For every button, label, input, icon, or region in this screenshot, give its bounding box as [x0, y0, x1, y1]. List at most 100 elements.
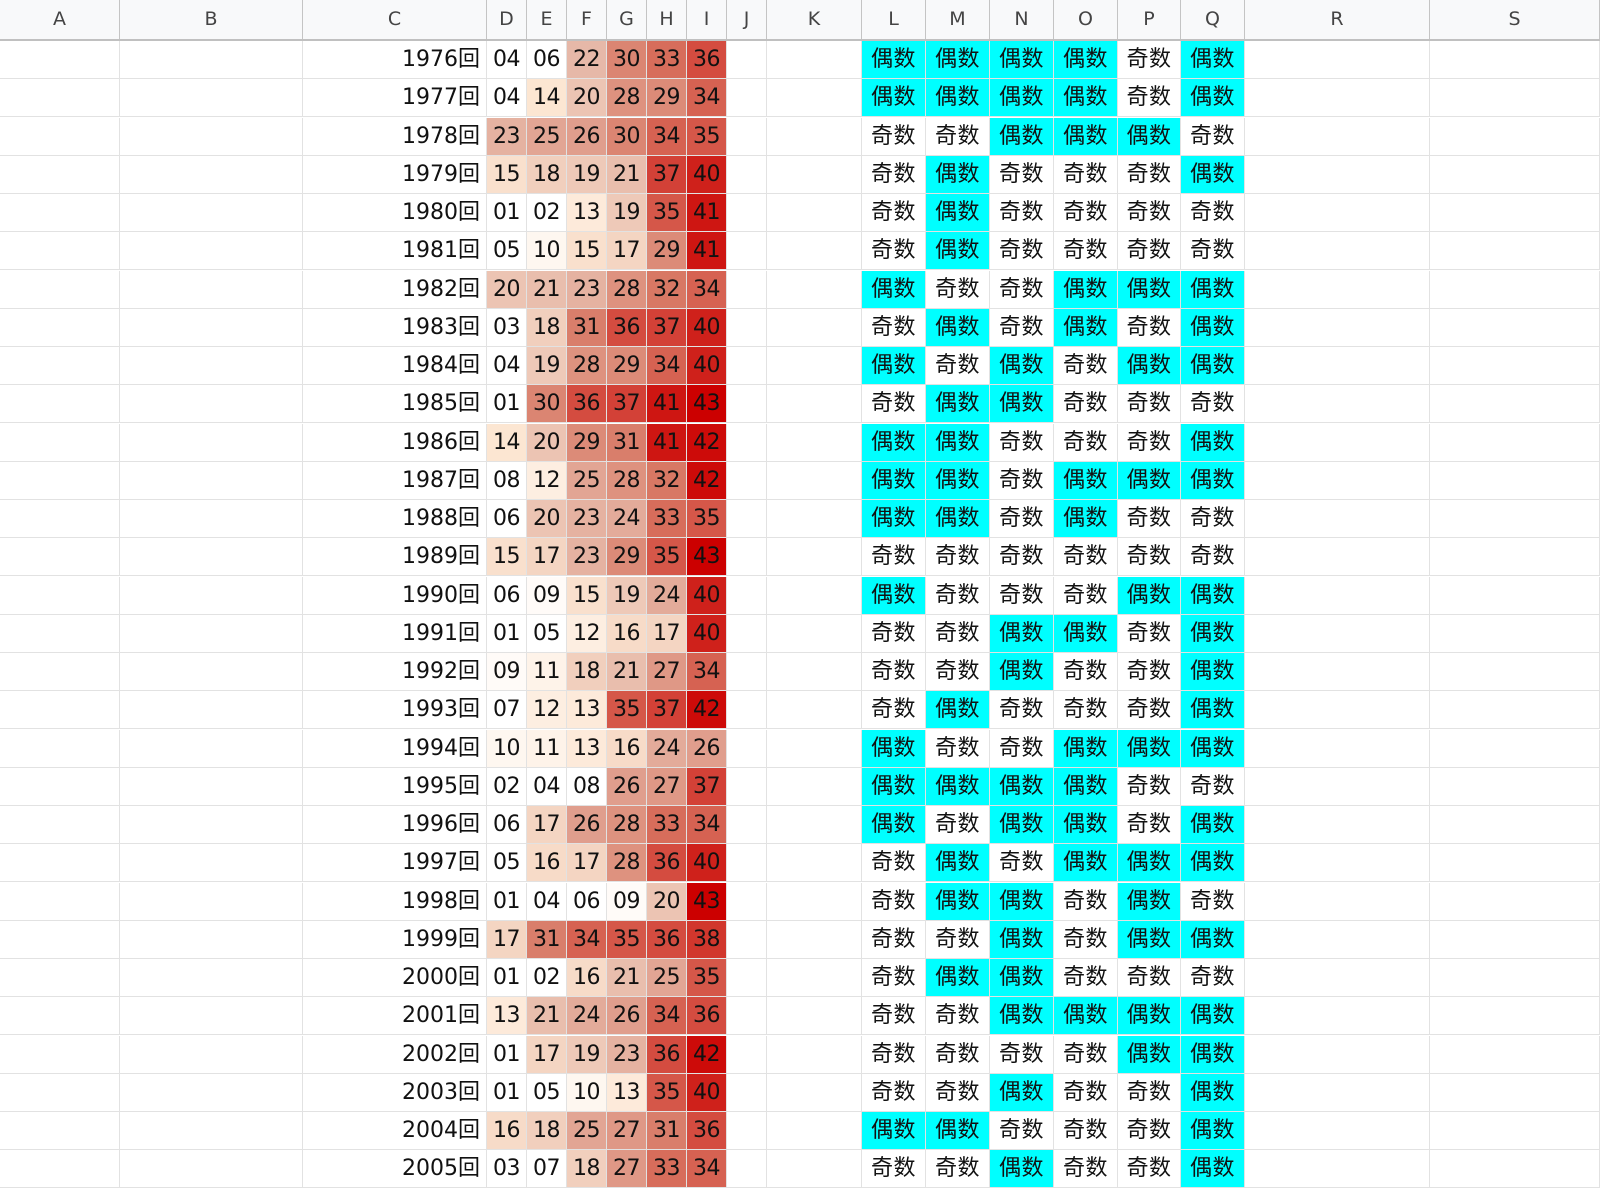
parity-cell[interactable]: 偶数	[1181, 155, 1245, 194]
number-cell[interactable]: 40	[687, 308, 727, 347]
parity-cell[interactable]: 奇数	[990, 194, 1054, 232]
cell-b[interactable]	[120, 385, 303, 424]
number-cell[interactable]: 16	[487, 1112, 527, 1150]
draw-label-cell[interactable]: 1998回	[303, 882, 487, 921]
cell-b[interactable]	[120, 1112, 303, 1150]
number-cell[interactable]: 33	[647, 806, 687, 844]
cell-s[interactable]	[1430, 385, 1600, 424]
cell-a[interactable]	[0, 1073, 120, 1112]
number-cell[interactable]: 18	[567, 653, 607, 691]
cell-r[interactable]	[1245, 347, 1430, 385]
parity-cell[interactable]: 偶数	[926, 308, 990, 347]
cell-r[interactable]	[1245, 997, 1430, 1036]
parity-cell[interactable]: 偶数	[1054, 117, 1118, 156]
parity-cell[interactable]: 奇数	[1118, 41, 1181, 79]
parity-cell[interactable]: 偶数	[1181, 806, 1245, 844]
number-cell[interactable]: 12	[567, 614, 607, 653]
draw-label-cell[interactable]: 1989回	[303, 538, 487, 577]
parity-cell[interactable]: 偶数	[990, 806, 1054, 844]
column-header-s[interactable]: S	[1430, 0, 1600, 39]
parity-cell[interactable]: 偶数	[862, 461, 926, 500]
parity-cell[interactable]: 奇数	[1054, 232, 1118, 271]
parity-cell[interactable]: 偶数	[1181, 41, 1245, 79]
number-cell[interactable]: 20	[487, 270, 527, 309]
parity-cell[interactable]: 奇数	[862, 614, 926, 653]
cell-s[interactable]	[1430, 232, 1600, 271]
parity-cell[interactable]: 偶数	[926, 844, 990, 883]
cell-b[interactable]	[120, 500, 303, 538]
cell-k[interactable]	[767, 194, 862, 232]
parity-cell[interactable]: 偶数	[1181, 423, 1245, 462]
parity-cell[interactable]: 偶数	[990, 1073, 1054, 1112]
parity-cell[interactable]: 偶数	[1181, 653, 1245, 691]
cell-b[interactable]	[120, 270, 303, 309]
cell-a[interactable]	[0, 194, 120, 232]
cell-j[interactable]	[727, 614, 767, 653]
number-cell[interactable]: 34	[567, 920, 607, 959]
parity-cell[interactable]: 偶数	[926, 385, 990, 424]
draw-label-cell[interactable]: 1988回	[303, 500, 487, 538]
cell-k[interactable]	[767, 882, 862, 921]
number-cell[interactable]: 05	[527, 1073, 567, 1112]
parity-cell[interactable]: 奇数	[1181, 117, 1245, 156]
draw-label-cell[interactable]: 1993回	[303, 691, 487, 730]
cell-j[interactable]	[727, 270, 767, 309]
cell-k[interactable]	[767, 41, 862, 79]
parity-cell[interactable]: 奇数	[1181, 385, 1245, 424]
cell-s[interactable]	[1430, 41, 1600, 79]
cell-r[interactable]	[1245, 270, 1430, 309]
parity-cell[interactable]: 偶数	[862, 270, 926, 309]
number-cell[interactable]: 33	[647, 41, 687, 79]
cell-a[interactable]	[0, 270, 120, 309]
cell-b[interactable]	[120, 920, 303, 959]
parity-cell[interactable]: 偶数	[1181, 844, 1245, 883]
cell-j[interactable]	[727, 691, 767, 730]
parity-cell[interactable]: 奇数	[862, 1150, 926, 1189]
parity-cell[interactable]: 奇数	[862, 997, 926, 1036]
cell-a[interactable]	[0, 920, 120, 959]
parity-cell[interactable]: 偶数	[862, 806, 926, 844]
parity-cell[interactable]: 奇数	[1118, 1112, 1181, 1150]
number-cell[interactable]: 20	[567, 79, 607, 118]
number-cell[interactable]: 23	[487, 117, 527, 156]
number-cell[interactable]: 21	[607, 653, 647, 691]
cell-k[interactable]	[767, 653, 862, 691]
cell-a[interactable]	[0, 155, 120, 194]
cell-k[interactable]	[767, 844, 862, 883]
number-cell[interactable]: 16	[567, 959, 607, 997]
number-cell[interactable]: 33	[647, 1150, 687, 1189]
cell-j[interactable]	[727, 1073, 767, 1112]
parity-cell[interactable]: 偶数	[1118, 347, 1181, 385]
parity-cell[interactable]: 奇数	[1118, 691, 1181, 730]
parity-cell[interactable]: 偶数	[1181, 1112, 1245, 1150]
draw-label-cell[interactable]: 1992回	[303, 653, 487, 691]
number-cell[interactable]: 19	[567, 155, 607, 194]
parity-cell[interactable]: 奇数	[1118, 155, 1181, 194]
cell-r[interactable]	[1245, 385, 1430, 424]
parity-cell[interactable]: 偶数	[1181, 997, 1245, 1036]
number-cell[interactable]: 34	[687, 79, 727, 118]
number-cell[interactable]: 10	[527, 232, 567, 271]
parity-cell[interactable]: 奇数	[862, 155, 926, 194]
cell-s[interactable]	[1430, 882, 1600, 921]
number-cell[interactable]: 06	[527, 41, 567, 79]
cell-k[interactable]	[767, 500, 862, 538]
number-cell[interactable]: 43	[687, 385, 727, 424]
cell-s[interactable]	[1430, 79, 1600, 118]
cell-r[interactable]	[1245, 1112, 1430, 1150]
column-header-p[interactable]: P	[1118, 0, 1181, 39]
number-cell[interactable]: 28	[607, 79, 647, 118]
number-cell[interactable]: 17	[527, 538, 567, 577]
parity-cell[interactable]: 奇数	[1118, 767, 1181, 806]
number-cell[interactable]: 24	[607, 500, 647, 538]
parity-cell[interactable]: 偶数	[990, 614, 1054, 653]
parity-cell[interactable]: 奇数	[1054, 691, 1118, 730]
draw-label-cell[interactable]: 1994回	[303, 729, 487, 768]
cell-r[interactable]	[1245, 194, 1430, 232]
number-cell[interactable]: 21	[607, 155, 647, 194]
parity-cell[interactable]: 奇数	[862, 920, 926, 959]
cell-j[interactable]	[727, 423, 767, 462]
cell-s[interactable]	[1430, 308, 1600, 347]
parity-cell[interactable]: 偶数	[1118, 844, 1181, 883]
parity-cell[interactable]: 偶数	[1054, 729, 1118, 768]
